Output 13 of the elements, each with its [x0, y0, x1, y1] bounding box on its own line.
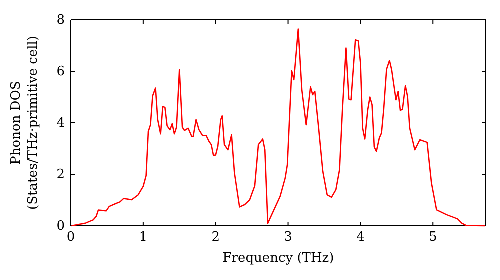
- y-axis-title: Phonon DOS (States/THz·primitive cell): [9, 36, 41, 210]
- y-tick-label: 2: [56, 168, 65, 183]
- x-axis-title: Frequency (THz): [222, 251, 334, 266]
- x-tick-label: 4: [356, 230, 365, 246]
- y-tick-label: 6: [56, 64, 65, 80]
- x-tick-label: 1: [139, 230, 148, 246]
- y-tick-label: 8: [56, 13, 65, 28]
- x-tick-label: 5: [428, 230, 438, 246]
- y-tick-label: 0: [56, 219, 65, 234]
- x-tick-label: 3: [284, 230, 292, 246]
- y-tick-label: 4: [56, 116, 65, 132]
- x-tick-label: 0: [66, 230, 76, 246]
- x-tick-label: 2: [212, 230, 220, 246]
